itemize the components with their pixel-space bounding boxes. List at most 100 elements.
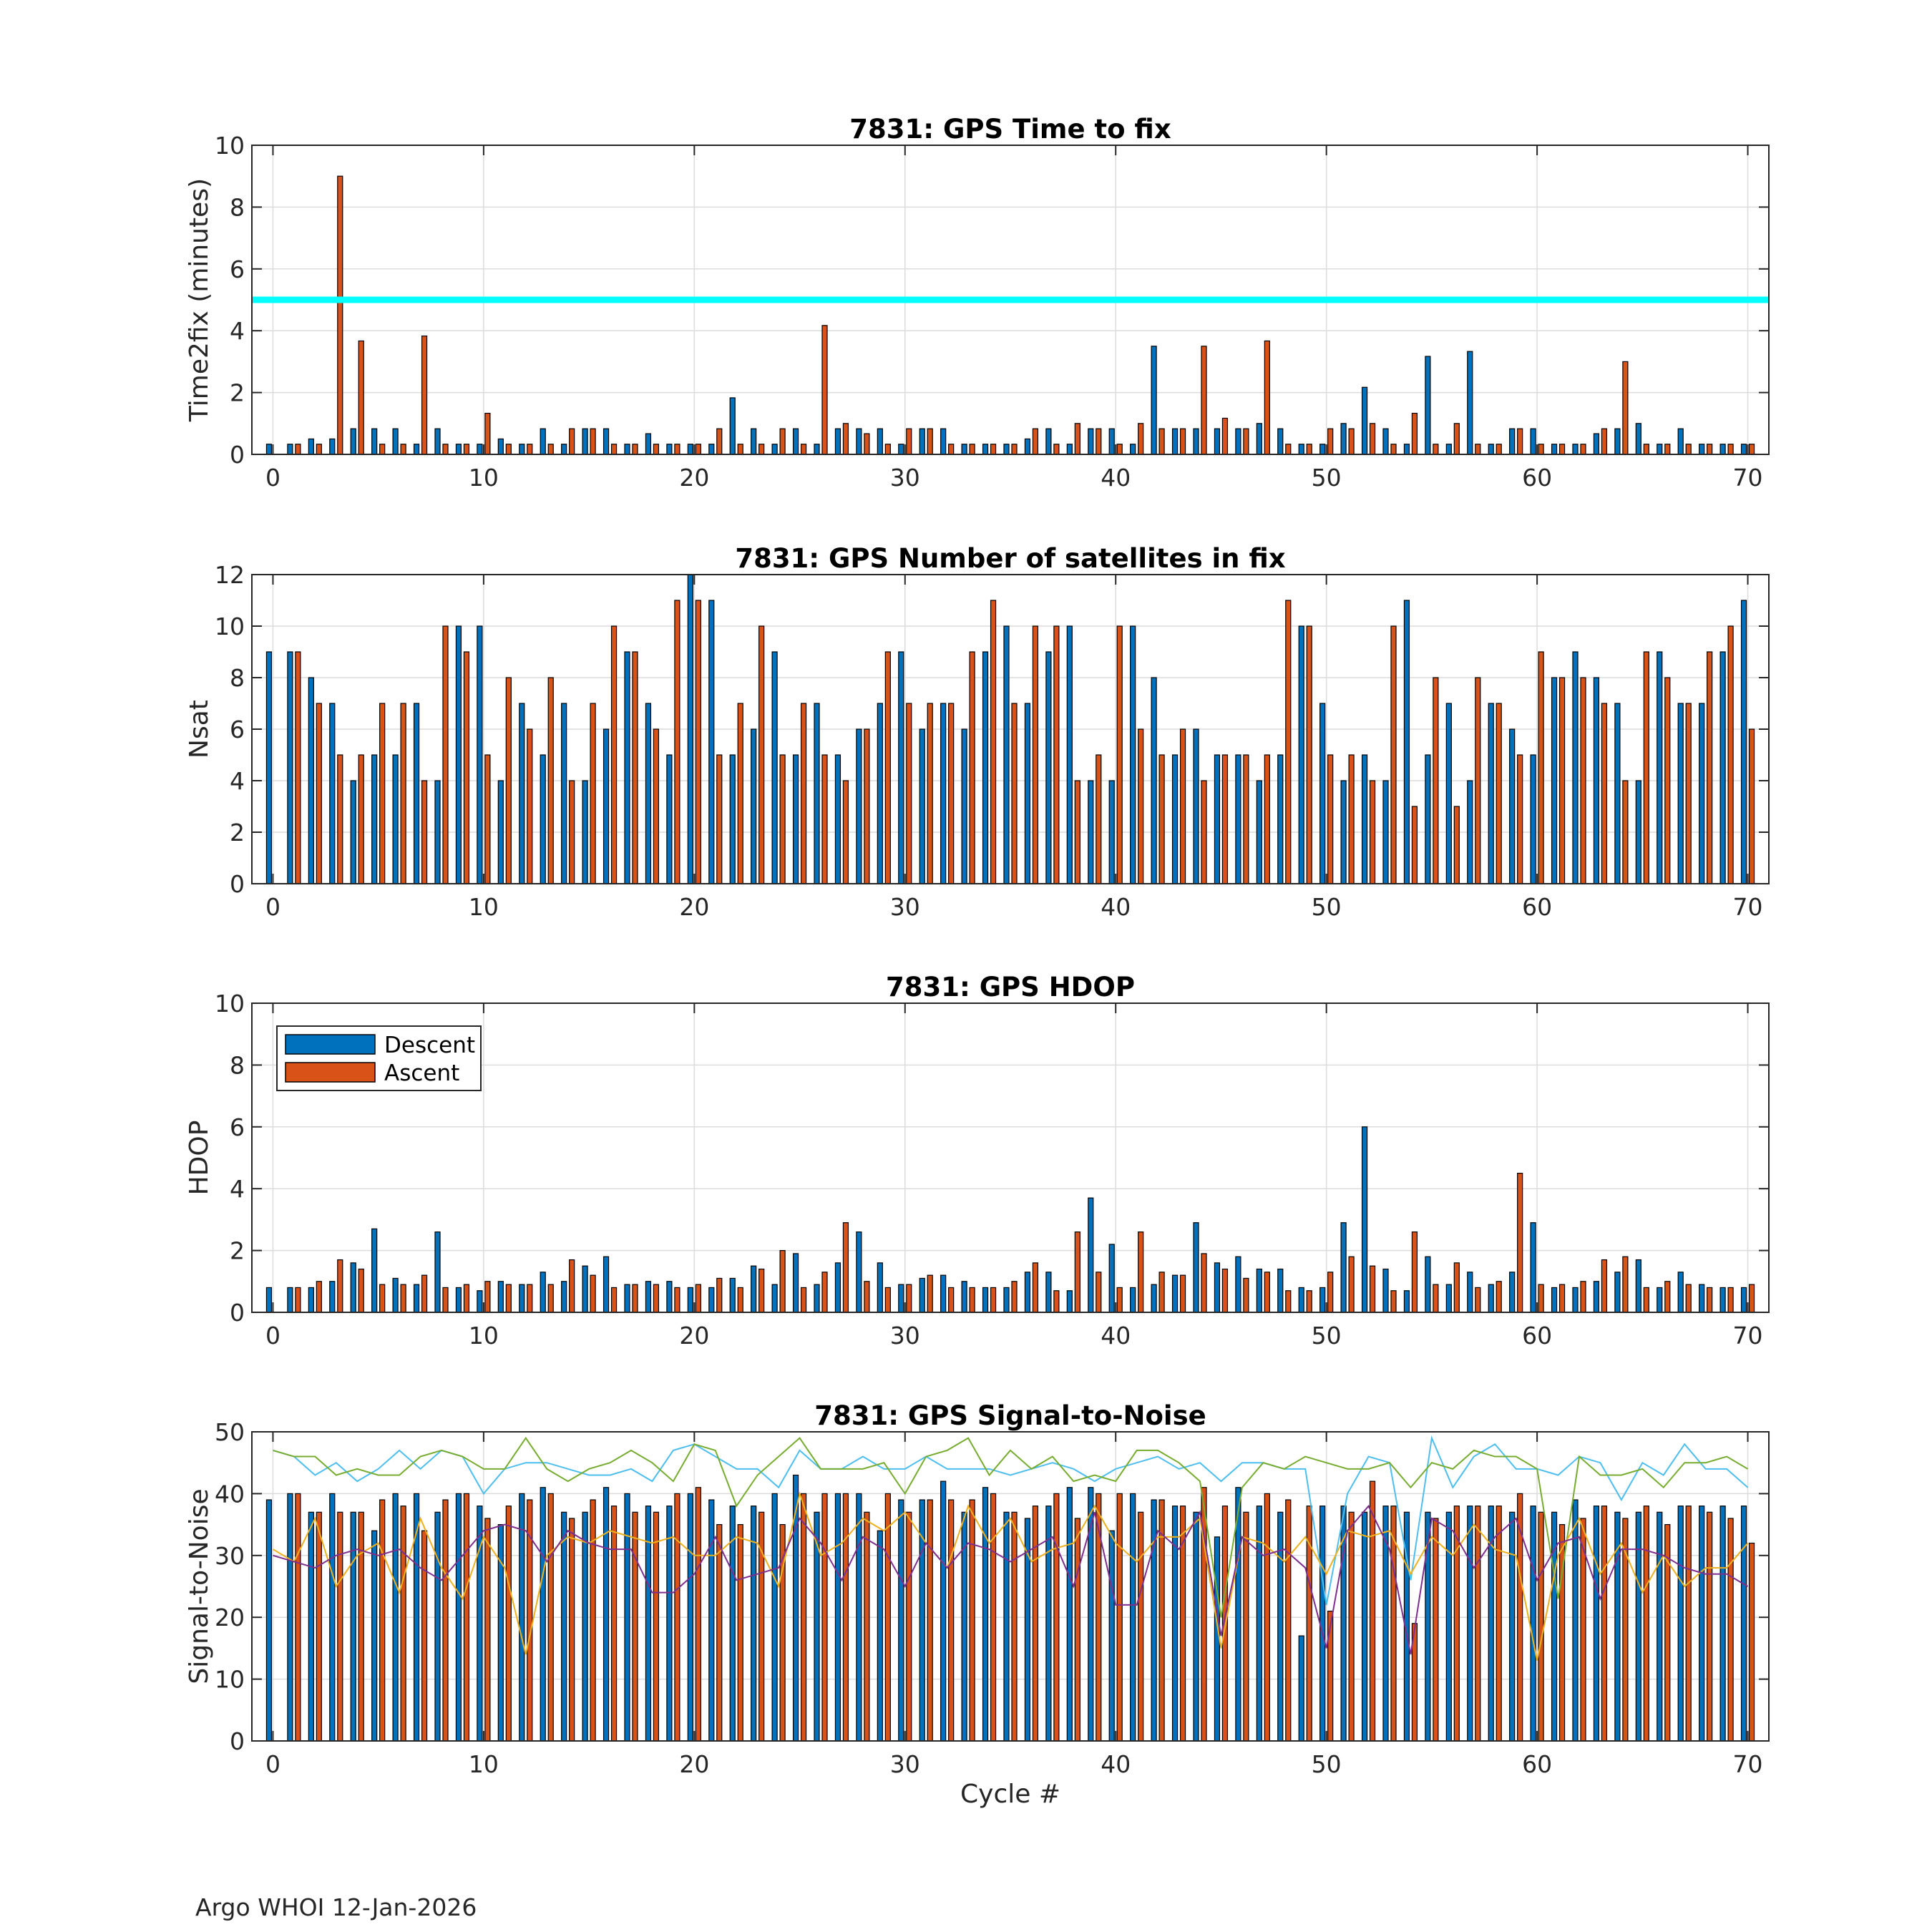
bar-ascent-5	[379, 1284, 386, 1313]
bar-descent-0	[265, 1287, 273, 1313]
bar-descent-54	[1403, 1290, 1410, 1313]
bar-descent-4	[350, 428, 356, 455]
bar-ascent-2	[316, 703, 322, 884]
chart-title: 7831: GPS Number of satellites in fix	[735, 543, 1285, 574]
bar-descent-21	[708, 1499, 715, 1742]
bar-descent-48	[1277, 754, 1284, 884]
bar-descent-30	[898, 1284, 904, 1313]
bar-ascent-32	[948, 444, 955, 455]
bar-ascent-42	[1158, 428, 1165, 455]
bar-descent-67	[1677, 1506, 1684, 1742]
bar-descent-24	[771, 1284, 778, 1313]
bar-ascent-47	[1264, 1493, 1270, 1742]
bar-ascent-7	[421, 780, 428, 884]
bar-descent-19	[666, 444, 673, 455]
bar-ascent-11	[505, 1506, 512, 1742]
bar-descent-50	[1319, 703, 1326, 884]
bar-ascent-59	[1517, 428, 1523, 455]
bar-ascent-34	[990, 600, 997, 884]
bar-descent-28	[856, 1231, 862, 1313]
bar-ascent-68	[1707, 1511, 1713, 1742]
bar-ascent-44	[1201, 1253, 1207, 1313]
bar-ascent-31	[927, 1499, 933, 1742]
bar-descent-6	[392, 1277, 399, 1313]
x-tick-label: 40	[1101, 1750, 1131, 1778]
bar-descent-11	[497, 438, 504, 455]
x-tick-label: 50	[1312, 1322, 1342, 1350]
bar-descent-34	[982, 444, 989, 455]
bar-descent-31	[919, 1277, 925, 1313]
bar-descent-70	[1740, 444, 1747, 455]
bar-descent-6	[392, 754, 399, 884]
bar-descent-15	[582, 780, 588, 884]
bar-descent-45	[1214, 1262, 1221, 1313]
bar-ascent-41	[1138, 728, 1144, 884]
bar-descent-20	[687, 574, 693, 884]
bar-descent-20	[687, 1287, 693, 1313]
bar-ascent-25	[800, 1287, 807, 1313]
bar-ascent-68	[1707, 444, 1713, 455]
bar-ascent-18	[653, 444, 660, 455]
bar-descent-27	[834, 754, 841, 884]
bar-ascent-34	[990, 444, 997, 455]
bar-descent-54	[1403, 600, 1410, 884]
bar-ascent-33	[969, 1499, 975, 1742]
bar-descent-29	[877, 703, 883, 884]
bar-ascent-17	[632, 651, 638, 884]
bar-ascent-60	[1538, 1511, 1544, 1742]
bar-descent-9	[455, 444, 462, 455]
bar-ascent-2	[316, 1511, 322, 1742]
bar-ascent-41	[1138, 1231, 1144, 1313]
bar-ascent-7	[421, 1530, 428, 1742]
bar-ascent-9	[463, 444, 470, 455]
legend-label-descent: Descent	[384, 1033, 475, 1058]
bar-descent-41	[1130, 1493, 1136, 1742]
bar-ascent-35	[1011, 444, 1018, 455]
bar-descent-25	[792, 1474, 799, 1742]
bar-ascent-36	[1032, 625, 1039, 884]
bar-ascent-8	[442, 1287, 449, 1313]
bar-descent-18	[645, 433, 652, 455]
bar-descent-38	[1066, 625, 1073, 884]
bar-ascent-40	[1116, 625, 1123, 884]
bar-descent-11	[497, 1281, 504, 1313]
bar-descent-14	[561, 703, 567, 884]
bar-ascent-4	[358, 340, 364, 455]
bar-descent-48	[1277, 1511, 1284, 1742]
bar-ascent-22	[737, 444, 743, 455]
bar-descent-31	[919, 428, 925, 455]
bar-ascent-54	[1411, 1231, 1418, 1313]
bar-ascent-22	[737, 703, 743, 884]
bar-descent-20	[687, 1493, 693, 1742]
bar-ascent-14	[569, 1259, 575, 1313]
bar-descent-38	[1066, 1487, 1073, 1742]
bar-descent-68	[1699, 1284, 1705, 1313]
bar-descent-56	[1445, 1284, 1452, 1313]
x-tick-label: 70	[1733, 1322, 1763, 1350]
bar-ascent-65	[1643, 1287, 1649, 1313]
bar-descent-50	[1319, 444, 1326, 455]
bar-ascent-63	[1601, 703, 1608, 884]
bar-ascent-53	[1390, 444, 1397, 455]
bar-ascent-39	[1096, 754, 1102, 884]
bar-descent-51	[1340, 780, 1347, 884]
bar-descent-33	[961, 444, 967, 455]
bar-ascent-46	[1243, 428, 1249, 455]
bar-descent-65	[1635, 1511, 1641, 1742]
bar-ascent-5	[379, 1499, 386, 1742]
bar-ascent-22	[737, 1287, 743, 1313]
y-tick-label: 2	[230, 819, 245, 847]
y-tick-label: 0	[230, 1727, 245, 1755]
bar-descent-7	[413, 703, 420, 884]
bar-descent-29	[877, 1530, 883, 1742]
bar-ascent-10	[484, 754, 491, 884]
bar-ascent-16	[610, 1506, 618, 1742]
bar-ascent-41	[1138, 423, 1144, 455]
bar-descent-16	[602, 428, 610, 455]
bar-descent-57	[1467, 1506, 1473, 1742]
bar-descent-39	[1088, 1197, 1094, 1313]
x-axis-label: Cycle #	[960, 1780, 1060, 1809]
y-tick-label: 6	[230, 716, 245, 743]
bar-descent-55	[1425, 356, 1431, 455]
